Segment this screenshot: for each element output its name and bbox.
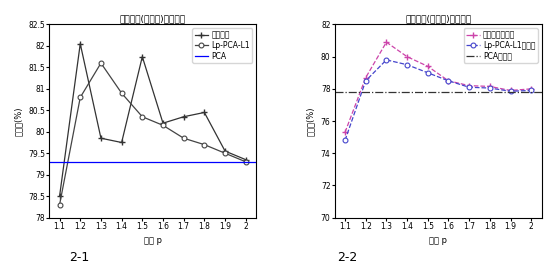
本文方法加噪后 xyxy=(466,84,473,87)
Lp-PCA-L1加噪后 xyxy=(466,86,473,89)
本文方法加噪后 xyxy=(486,85,493,88)
本文方法 xyxy=(139,55,146,58)
本文方法 xyxy=(56,194,63,198)
Text: 2-2: 2-2 xyxy=(337,251,358,264)
Lp-PCA-L1 xyxy=(160,124,166,127)
Lp-PCA-L1加噪后 xyxy=(383,58,389,61)
Lp-PCA-L1 xyxy=(56,203,63,206)
本文方法加噪后 xyxy=(528,87,534,91)
本文方法加噪后 xyxy=(363,76,369,79)
本文方法加噪后 xyxy=(383,41,389,44)
Lp-PCA-L1加噪后 xyxy=(445,79,452,82)
本文方法加噪后 xyxy=(404,55,410,58)
X-axis label: 参数 p: 参数 p xyxy=(429,236,447,245)
Y-axis label: 识别率(%): 识别率(%) xyxy=(306,106,315,136)
本文方法 xyxy=(181,115,187,118)
Legend: 本文方法, Lp-PCA-L1, PCA: 本文方法, Lp-PCA-L1, PCA xyxy=(192,28,252,63)
本文方法 xyxy=(201,111,208,114)
X-axis label: 参数 p: 参数 p xyxy=(144,236,162,245)
Lp-PCA-L1 xyxy=(201,143,208,146)
Lp-PCA-L1 xyxy=(181,137,187,140)
Line: Lp-PCA-L1加噪后: Lp-PCA-L1加噪后 xyxy=(342,57,534,143)
本文方法 xyxy=(222,149,228,153)
Legend: 本文方法加噪后, Lp-PCA-L1加噪后, PCA加噪后: 本文方法加噪后, Lp-PCA-L1加噪后, PCA加噪后 xyxy=(464,28,538,63)
本文方法 xyxy=(160,122,166,125)
Lp-PCA-L1加噪后 xyxy=(404,63,410,66)
本文方法加噪后 xyxy=(507,89,514,92)
Lp-PCA-L1加噪后 xyxy=(486,86,493,90)
Lp-PCA-L1 xyxy=(77,96,84,99)
Lp-PCA-L1 xyxy=(242,160,249,163)
Lp-PCA-L1加噪后 xyxy=(342,139,348,142)
Line: Lp-PCA-L1: Lp-PCA-L1 xyxy=(57,61,248,207)
本文方法 xyxy=(242,158,249,161)
Lp-PCA-L1 xyxy=(98,61,104,65)
Lp-PCA-L1加噪后 xyxy=(424,71,431,74)
Text: 2-1: 2-1 xyxy=(69,251,90,264)
Lp-PCA-L1 xyxy=(139,115,146,118)
Line: 本文方法加噪后: 本文方法加噪后 xyxy=(342,39,534,135)
本文方法加噪后 xyxy=(445,79,452,82)
Y-axis label: 识别率(%): 识别率(%) xyxy=(14,106,22,136)
Title: 三种方法(去噪前)性能比较: 三种方法(去噪前)性能比较 xyxy=(120,15,186,24)
Lp-PCA-L1加噪后 xyxy=(507,90,514,93)
本文方法加噪后 xyxy=(424,65,431,68)
Lp-PCA-L1加噪后 xyxy=(528,89,534,92)
Lp-PCA-L1加噪后 xyxy=(363,79,369,82)
本文方法加噪后 xyxy=(342,131,348,134)
Line: 本文方法: 本文方法 xyxy=(57,41,248,199)
Lp-PCA-L1 xyxy=(118,91,125,95)
Title: 三种方法(加噪后)性能比较: 三种方法(加噪后)性能比较 xyxy=(405,15,471,24)
本文方法 xyxy=(98,137,104,140)
Lp-PCA-L1 xyxy=(222,152,228,155)
本文方法 xyxy=(77,42,84,45)
本文方法 xyxy=(118,141,125,144)
